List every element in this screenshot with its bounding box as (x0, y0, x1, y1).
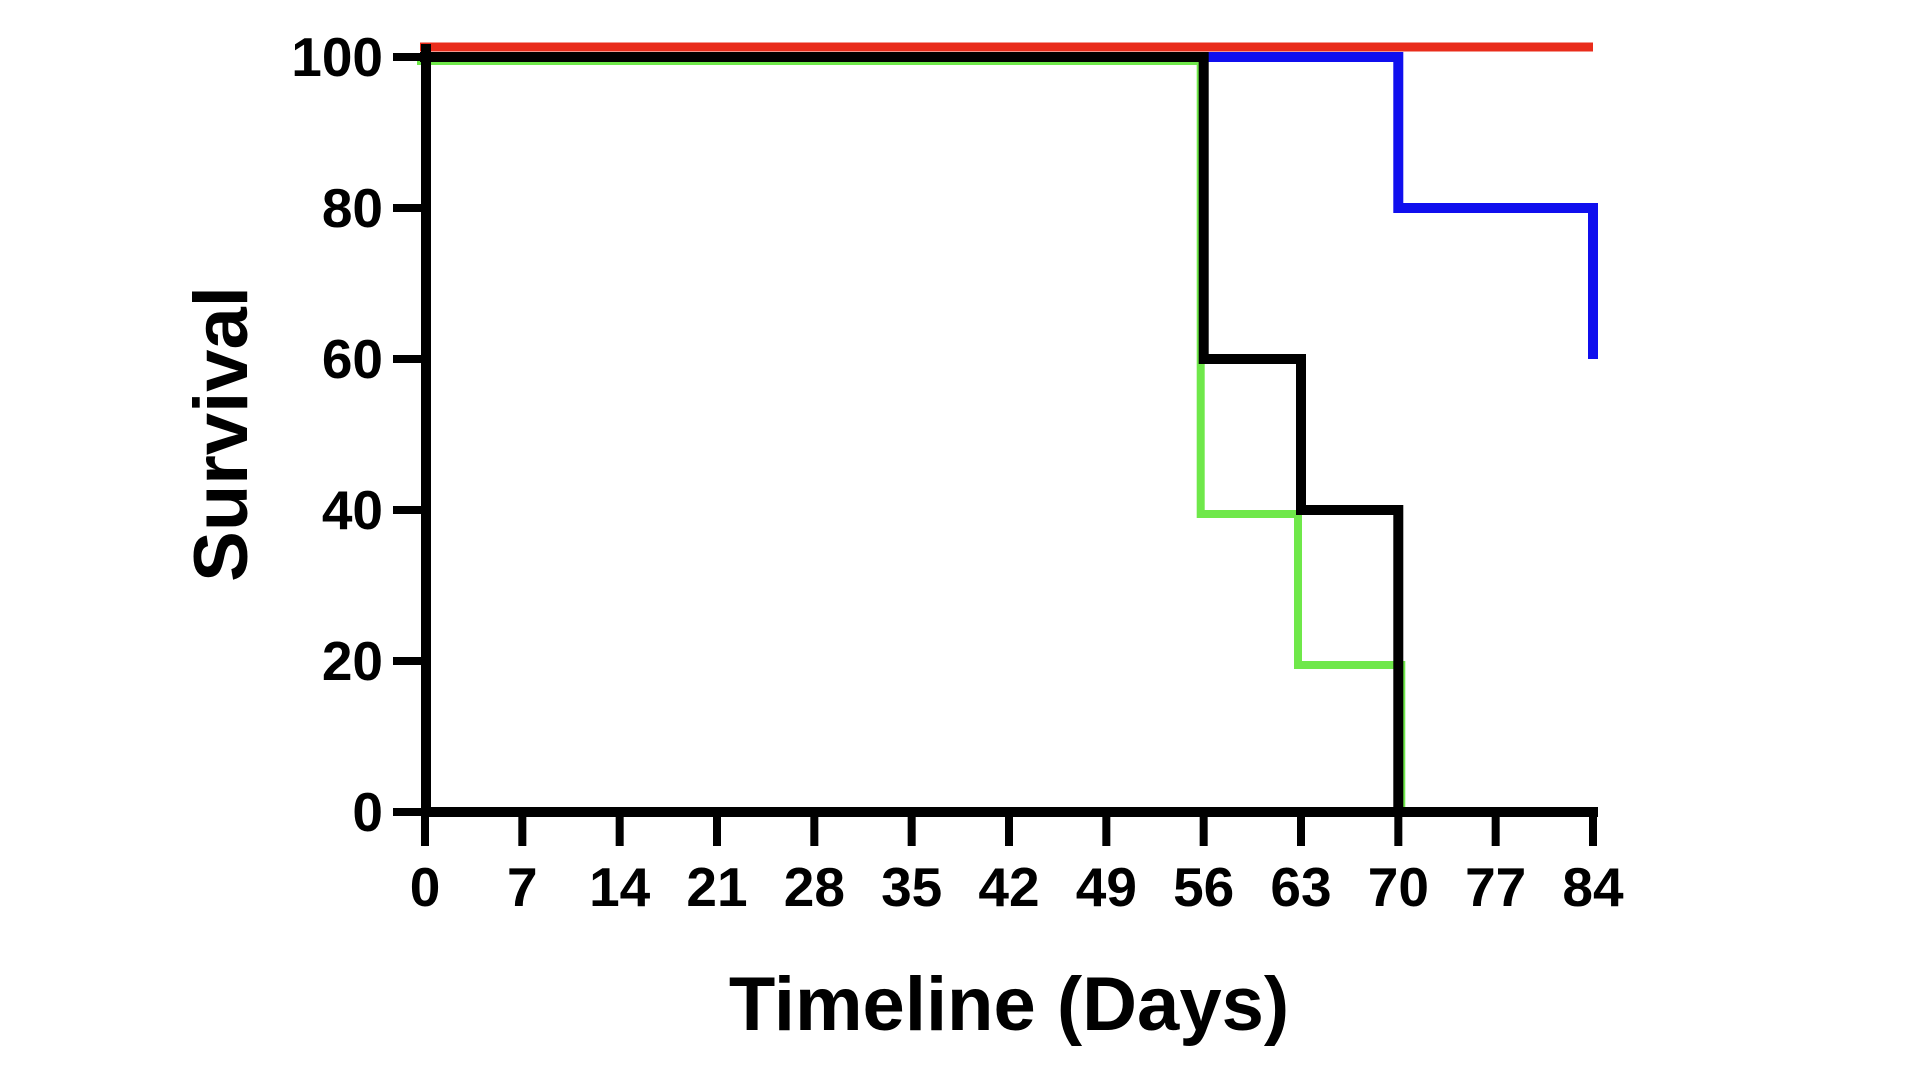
x-tick-label-14: 14 (589, 856, 651, 918)
x-tick-label-84: 84 (1562, 856, 1624, 918)
x-tick-label-35: 35 (881, 856, 942, 918)
series-layer (417, 42, 1598, 816)
x-tick-label-63: 63 (1270, 856, 1331, 918)
series-blue-group (420, 52, 1598, 359)
x-tick-label-42: 42 (978, 856, 1039, 918)
y-axis-title: Survival (179, 286, 264, 582)
x-tick-label-77: 77 (1465, 856, 1526, 918)
x-tick-label-28: 28 (784, 856, 845, 918)
axes-layer (421, 44, 1598, 817)
x-tick-label-70: 70 (1368, 856, 1429, 918)
y-tick-label-0: 0 (352, 781, 383, 843)
x-tick-label-0: 0 (410, 856, 441, 918)
x-tick-label-56: 56 (1173, 856, 1234, 918)
ticks-layer (393, 53, 1597, 846)
series-green-group (417, 57, 1406, 816)
y-tick-label-80: 80 (322, 177, 383, 239)
series-black-group (420, 52, 1404, 812)
y-tick-label-40: 40 (322, 479, 383, 541)
x-axis-title: Timeline (Days) (729, 962, 1289, 1047)
x-tick-label-7: 7 (507, 856, 538, 918)
x-tick-label-49: 49 (1076, 856, 1137, 918)
y-tick-label-60: 60 (322, 328, 383, 390)
y-tick-label-100: 100 (291, 26, 383, 88)
x-tick-label-21: 21 (686, 856, 747, 918)
y-tick-label-20: 20 (322, 630, 383, 692)
tick-labels-layer: 0 20 40 60 80 100 0 7 14 21 28 35 42 49 56 63 70 77 84 (291, 26, 1624, 918)
